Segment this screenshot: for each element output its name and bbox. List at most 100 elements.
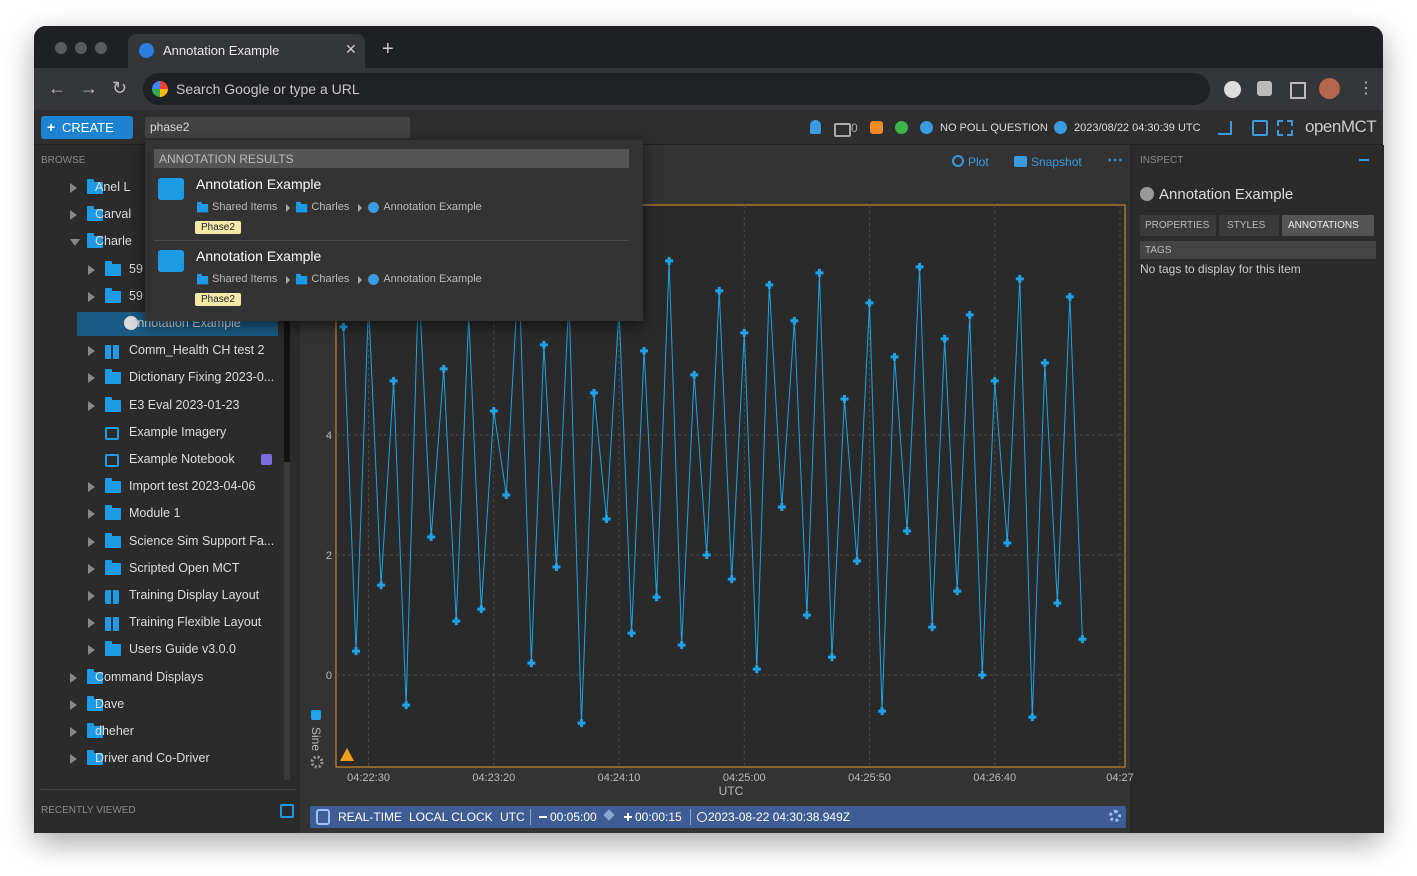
back-button[interactable]: ← [48,78,66,98]
create-button[interactable] [41,116,133,139]
recent-icon[interactable] [280,804,294,818]
plot-settings[interactable] [310,755,324,769]
side-panel[interactable] [1290,82,1306,99]
user-indicator[interactable] [810,120,821,134]
tree-item[interactable]: Carval [95,207,132,222]
extensions[interactable] [1257,81,1272,96]
profile-avatar[interactable] [1319,78,1340,99]
expand-arrow[interactable] [88,291,95,302]
snapshot-menu[interactable]: Snapshot [1031,155,1082,169]
omnibox[interactable] [143,73,1210,105]
clock-source[interactable]: LOCAL CLOCK [409,810,493,824]
expand-arrow[interactable] [88,536,95,547]
new-tab[interactable]: + [382,38,394,60]
tree-item[interactable]: 59 [129,261,143,276]
breadcrumb[interactable]: Shared Items [212,201,278,213]
expand-arrow[interactable] [88,482,95,493]
expand-arrow[interactable] [88,591,95,601]
expand-arrow[interactable] [88,618,95,629]
window-control[interactable] [75,42,87,54]
expand-arrow[interactable] [70,672,77,683]
window-control[interactable] [55,42,67,54]
tree-item[interactable]: Users Guide v3.0.0 [129,642,236,657]
tree-item[interactable]: Training Display Layout [129,588,260,602]
tree-item[interactable]: Driver and Co-Driver [95,751,210,766]
menu-button[interactable]: ⋮ [1358,80,1374,97]
start-offset[interactable]: 00:05:00 [550,810,597,824]
tree-item[interactable]: Dictionary Fixing 2023-0... [129,370,275,385]
expand-arrow[interactable] [70,699,77,710]
expand-icon[interactable] [1218,121,1232,135]
tab[interactable] [1219,215,1279,236]
y-tick-label: 0 [326,670,332,682]
new-window[interactable] [1252,120,1268,136]
snapshot-indicator[interactable] [834,123,851,137]
tree-item[interactable]: E3 Eval 2023-01-23 [129,397,240,412]
fullscreen[interactable] [1277,120,1293,136]
time-conductor[interactable] [310,806,1126,828]
forward-button[interactable]: → [80,78,98,98]
tree-item[interactable]: Science Sim Support Fa... [129,533,275,548]
tree-item[interactable]: Example Notebook [129,452,235,466]
tree-item[interactable]: Import test 2023-04-06 [129,479,256,494]
data-point [727,575,736,584]
plot-view-menu[interactable]: Plot [968,155,989,169]
tree-scrollbar[interactable] [284,170,290,780]
more-menu[interactable]: ⋯ [1107,152,1123,169]
result-name[interactable]: Annotation Example [196,248,322,264]
object-icon [105,590,119,604]
breadcrumb[interactable]: Shared Items [212,273,278,285]
tree-item[interactable]: Command Displays [95,669,204,684]
expand-arrow[interactable] [88,346,95,357]
tree-item[interactable]: Module 1 [129,506,181,521]
expand-arrow[interactable] [88,264,95,275]
expand-arrow[interactable] [88,373,95,384]
active-tab[interactable] [128,34,365,68]
expand-arrow[interactable] [70,183,77,193]
breadcrumb[interactable]: Annotation Example [383,273,482,285]
reload-button[interactable]: ↻ [112,78,128,98]
status-indicator[interactable] [895,121,908,134]
tree-item[interactable]: Charle [95,234,132,249]
poll-indicator[interactable] [920,121,933,134]
breadcrumb-icon [197,273,209,285]
tab[interactable] [1140,215,1216,236]
x-tick-label: 04:25:00 [723,772,766,784]
tree-item[interactable]: Training Flexible Layout [129,615,262,630]
result-name[interactable]: Annotation Example [196,176,322,192]
scroll-thumb[interactable] [284,300,290,462]
data-point [965,310,974,319]
tree-item[interactable]: Dave [95,696,125,711]
tree-item[interactable]: Anel L [95,180,131,194]
breadcrumb[interactable]: Charles [311,201,350,213]
search-input[interactable] [145,117,410,138]
object-icon [105,287,121,303]
extension-icon[interactable] [1224,81,1241,98]
expand-arrow[interactable] [70,239,80,247]
conductor-settings[interactable] [1109,810,1121,822]
data-point [953,587,962,596]
status-indicator[interactable] [870,121,883,134]
window-control[interactable] [95,42,107,54]
expand-arrow[interactable] [70,754,77,765]
tab-active[interactable] [1282,215,1374,236]
tree-item[interactable]: Scripted Open MCT [129,560,240,575]
expand-arrow[interactable] [70,210,77,221]
expand-arrow[interactable] [88,563,95,574]
collapse-inspector[interactable] [1359,159,1369,161]
breadcrumb[interactable]: Annotation Example [383,201,482,213]
expand-arrow[interactable] [88,400,95,411]
end-offset[interactable]: 00:00:15 [635,810,682,824]
expand-arrow[interactable] [88,509,95,520]
tab-close[interactable]: ✕ [345,41,357,57]
tree-item[interactable]: dheher [95,724,134,738]
tree-item[interactable]: Example Imagery [129,424,227,439]
expand-arrow[interactable] [88,645,95,656]
poll-question: NO POLL QUESTION [940,122,1048,134]
time-mode[interactable]: REAL-TIME [338,810,403,824]
tree-item[interactable]: 59 [129,288,143,303]
time-system[interactable]: UTC [500,810,525,824]
breadcrumb[interactable]: Charles [311,273,350,285]
tree-item[interactable]: Comm_Health CH test 2 [129,343,265,358]
expand-arrow[interactable] [70,727,77,737]
